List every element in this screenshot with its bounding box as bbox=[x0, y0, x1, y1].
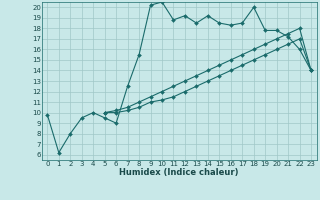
X-axis label: Humidex (Indice chaleur): Humidex (Indice chaleur) bbox=[119, 168, 239, 177]
